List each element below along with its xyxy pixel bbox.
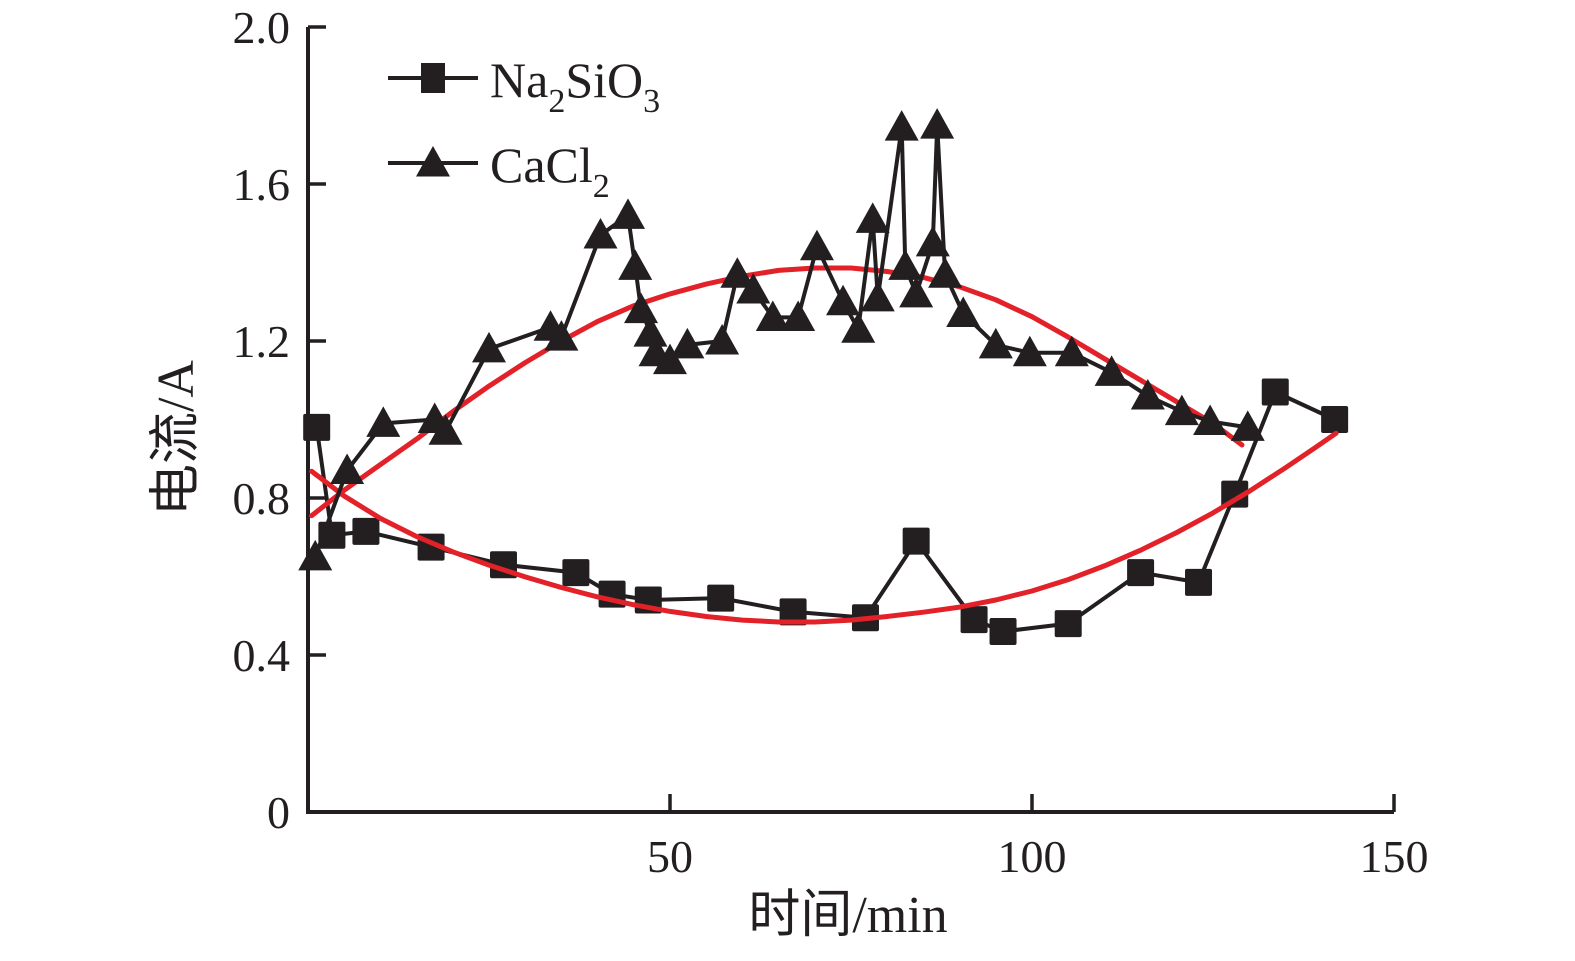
fit-curve-cacl2	[309, 265, 1245, 519]
marker-triangle-cacl2	[946, 296, 981, 328]
marker-triangle-cacl2	[330, 453, 365, 485]
y-tick-label: 0.4	[233, 630, 291, 681]
marker-triangle-cacl2	[888, 249, 923, 280]
y-tick-label: 0.8	[233, 473, 291, 524]
y-tick-label: 1.6	[233, 159, 291, 210]
marker-triangle-cacl2	[920, 108, 955, 139]
y-tick-label: 2.0	[233, 2, 291, 53]
marker-triangle-cacl2	[624, 292, 659, 324]
marker-triangle-cacl2	[1094, 355, 1129, 386]
x-tick-label: 150	[1360, 831, 1429, 882]
marker-square-na2sio3	[902, 527, 930, 555]
series-line-na2sio3	[314, 390, 1336, 634]
marker-triangle-cacl2	[826, 284, 861, 316]
marker-triangle-cacl2	[978, 327, 1013, 359]
marker-square-na2sio3	[1261, 378, 1289, 406]
marker-triangle-cacl2	[899, 276, 934, 308]
marker-triangle-cacl2	[618, 249, 653, 280]
marker-triangle-cacl2	[860, 280, 895, 312]
marker-square-na2sio3	[1221, 480, 1249, 508]
marker-triangle-cacl2	[1012, 335, 1047, 367]
marker-triangle-cacl2	[472, 331, 506, 363]
marker-square-na2sio3	[562, 559, 590, 587]
marker-triangle-cacl2	[884, 110, 919, 141]
marker-triangle-cacl2	[670, 327, 705, 359]
legend-marker-square-na2sio3	[421, 63, 445, 93]
marker-triangle-cacl2	[1054, 335, 1089, 367]
marker-square-na2sio3	[1185, 568, 1213, 596]
marker-triangle-cacl2	[1130, 378, 1165, 410]
marker-square-na2sio3	[303, 413, 331, 441]
marker-triangle-cacl2	[298, 539, 333, 571]
chart-generated-content: 50 100 150 0 0.4 0.8 1.2 1.6 2.0 Na2SiO3 CaCl2	[233, 2, 1429, 882]
fit-curve-na2sio3	[309, 430, 1339, 625]
axes-spines	[306, 27, 1394, 814]
marker-square-na2sio3	[352, 517, 380, 545]
marker-triangle-cacl2	[736, 272, 771, 304]
x-tick-label: 100	[998, 831, 1067, 882]
marker-square-na2sio3	[1127, 559, 1155, 587]
x-tick-label: 50	[647, 831, 693, 882]
marker-square-na2sio3	[1321, 406, 1349, 433]
y-tick-label: 1.2	[233, 316, 291, 367]
marker-triangle-cacl2	[928, 257, 963, 288]
marker-triangle-cacl2	[1164, 394, 1199, 426]
marker-triangle-cacl2	[755, 300, 790, 331]
marker-square-na2sio3	[960, 606, 988, 634]
marker-triangle-cacl2	[583, 218, 618, 249]
marker-triangle-cacl2	[1230, 410, 1265, 441]
marker-square-na2sio3	[779, 598, 807, 626]
marker-triangle-cacl2	[1193, 404, 1228, 435]
y-tick-label: 0	[267, 787, 290, 838]
marker-triangle-cacl2	[611, 198, 646, 229]
marker-triangle-cacl2	[633, 316, 668, 347]
y-axis-title: 电流/A	[148, 360, 205, 516]
marker-triangle-cacl2	[781, 300, 816, 331]
marker-triangle-cacl2	[841, 312, 876, 343]
marker-triangle-cacl2	[855, 202, 890, 233]
legend-marker-triangle-cacl2	[416, 146, 450, 177]
marker-triangle-cacl2	[915, 225, 950, 257]
legend-label-na2sio3: Na2SiO3	[490, 52, 660, 120]
marker-triangle-cacl2	[653, 343, 687, 375]
marker-square-na2sio3	[707, 584, 735, 612]
series-line-cacl2	[313, 123, 1249, 558]
marker-triangle-cacl2	[705, 324, 740, 355]
marker-triangle-cacl2	[366, 406, 401, 437]
marker-square-na2sio3	[989, 617, 1017, 645]
marker-triangle-cacl2	[428, 414, 463, 445]
marker-square-na2sio3	[1054, 610, 1082, 638]
marker-triangle-cacl2	[720, 257, 755, 288]
marker-triangle-cacl2	[544, 320, 579, 351]
legend-label-cacl2: CaCl2	[490, 137, 610, 205]
marker-triangle-cacl2	[799, 229, 834, 261]
x-axis-title: 时间/min	[748, 887, 947, 944]
